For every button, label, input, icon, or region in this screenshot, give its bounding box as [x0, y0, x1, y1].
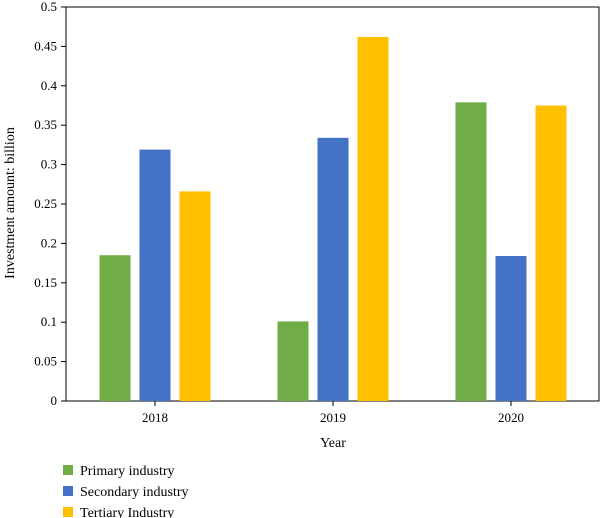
- bar-tertiary-industry-2019: [357, 36, 389, 401]
- y-tick-label: 0.4: [41, 78, 58, 93]
- y-tick-label: 0.2: [41, 235, 57, 250]
- x-axis-ticks: 2018 2019 2020: [142, 401, 524, 425]
- bar-primary-industry-2019: [277, 321, 309, 401]
- y-tick-label: 0.3: [41, 157, 57, 172]
- y-tick-label: 0.35: [34, 117, 57, 132]
- y-tick-label: 0.15: [34, 275, 57, 290]
- legend-swatch: [63, 486, 73, 496]
- bar-tertiary-industry-2018: [179, 191, 211, 401]
- y-tick-label: 0.25: [34, 196, 57, 211]
- bar-secondary-industry-2018: [139, 149, 171, 401]
- bars-group: [99, 36, 567, 402]
- y-axis-ticks: 0 0.05 0.1 0.15 0.2 0.25 0.3 0.35 0.4 0.45 0.5: [34, 0, 66, 408]
- y-tick-label: 0.05: [34, 354, 57, 369]
- y-tick-label: 0.45: [34, 38, 57, 53]
- y-tick-label: 0.1: [41, 314, 57, 329]
- legend-label: Primary industry: [80, 464, 175, 479]
- bar-primary-industry-2018: [99, 255, 131, 401]
- x-tick-label: 2020: [498, 410, 524, 425]
- legend: Primary industry Secondary industry Tertia…: [63, 464, 188, 518]
- bar-secondary-industry-2020: [495, 256, 527, 401]
- x-tick-label: 2019: [320, 410, 346, 425]
- x-tick-label: 2018: [142, 410, 168, 425]
- legend-label: Tertiary Industry: [80, 506, 174, 518]
- y-axis-title: Investment amount: billion: [3, 127, 18, 279]
- bar-secondary-industry-2019: [317, 137, 349, 402]
- legend-label: Secondary industry: [80, 485, 188, 500]
- bar-tertiary-industry-2020: [535, 105, 567, 401]
- bar-primary-industry-2020: [455, 102, 487, 402]
- y-tick-label: 0: [51, 393, 58, 408]
- x-axis-title: Year: [320, 436, 346, 451]
- y-tick-label: 0.5: [41, 0, 57, 14]
- legend-swatch: [63, 507, 73, 517]
- legend-swatch: [63, 465, 73, 475]
